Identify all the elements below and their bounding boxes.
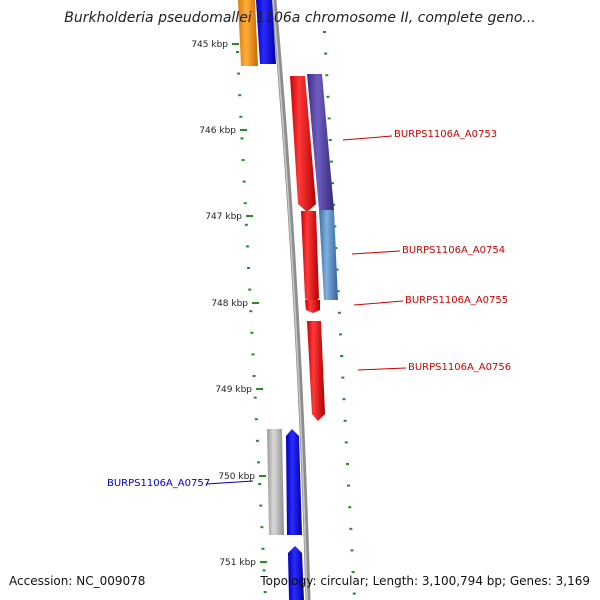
gene-burps1106a-a0756[interactable] [307, 321, 325, 421]
gene-label[interactable]: BURPS1106A_A0753 [394, 129, 497, 140]
gene-features [238, 0, 338, 600]
accession-info: Accession: NC_009078 [9, 574, 146, 588]
gene-burps1106a-a0755[interactable] [305, 300, 320, 313]
chromosome-backbone-highlight [272, 0, 308, 600]
gene-labels: BURPS1106A_A0753 BURPS1106A_A0754 BURPS1… [107, 129, 511, 489]
gene-burps1106a-a0757[interactable] [267, 429, 284, 535]
tick-label: 747 kbp [205, 212, 242, 222]
map-title: Burkholderia pseudomallei 1106a chromoso… [64, 10, 536, 26]
track-guides [236, 31, 356, 595]
tick-label: 749 kbp [215, 385, 252, 395]
gene-blue-bottom[interactable] [288, 546, 304, 600]
gene-orange[interactable] [238, 0, 258, 66]
gene-label[interactable]: BURPS1106A_A0755 [405, 295, 508, 306]
tick-label: 750 kbp [218, 472, 255, 482]
gene-burps1106a-a0753[interactable] [290, 76, 316, 212]
gene-burps1106a-a0754[interactable] [301, 211, 319, 306]
tick-label: 746 kbp [199, 126, 236, 136]
gene-label[interactable]: BURPS1106A_A0756 [408, 362, 511, 373]
tick-label: 745 kbp [191, 40, 228, 50]
tick-label: 751 kbp [219, 558, 256, 568]
ruler-ticks: 745 kbp 746 kbp 747 kbp 748 kbp 749 kbp 750 k… [191, 40, 267, 568]
gene-label[interactable]: BURPS1106A_A0757 [107, 478, 210, 489]
gene-purple[interactable] [307, 74, 334, 210]
gene-label[interactable]: BURPS1106A_A0754 [402, 245, 505, 256]
tick-label: 748 kbp [211, 299, 248, 309]
gene-steel-blue[interactable] [319, 210, 338, 300]
chromosome-backbone [271, 0, 311, 600]
topology-summary: Topology: circular; Length: 3,100,794 bp… [260, 574, 590, 588]
gene-label-leaders [205, 135, 407, 485]
gene-blue-mid[interactable] [286, 429, 302, 535]
gene-blue-top[interactable] [256, 0, 276, 64]
